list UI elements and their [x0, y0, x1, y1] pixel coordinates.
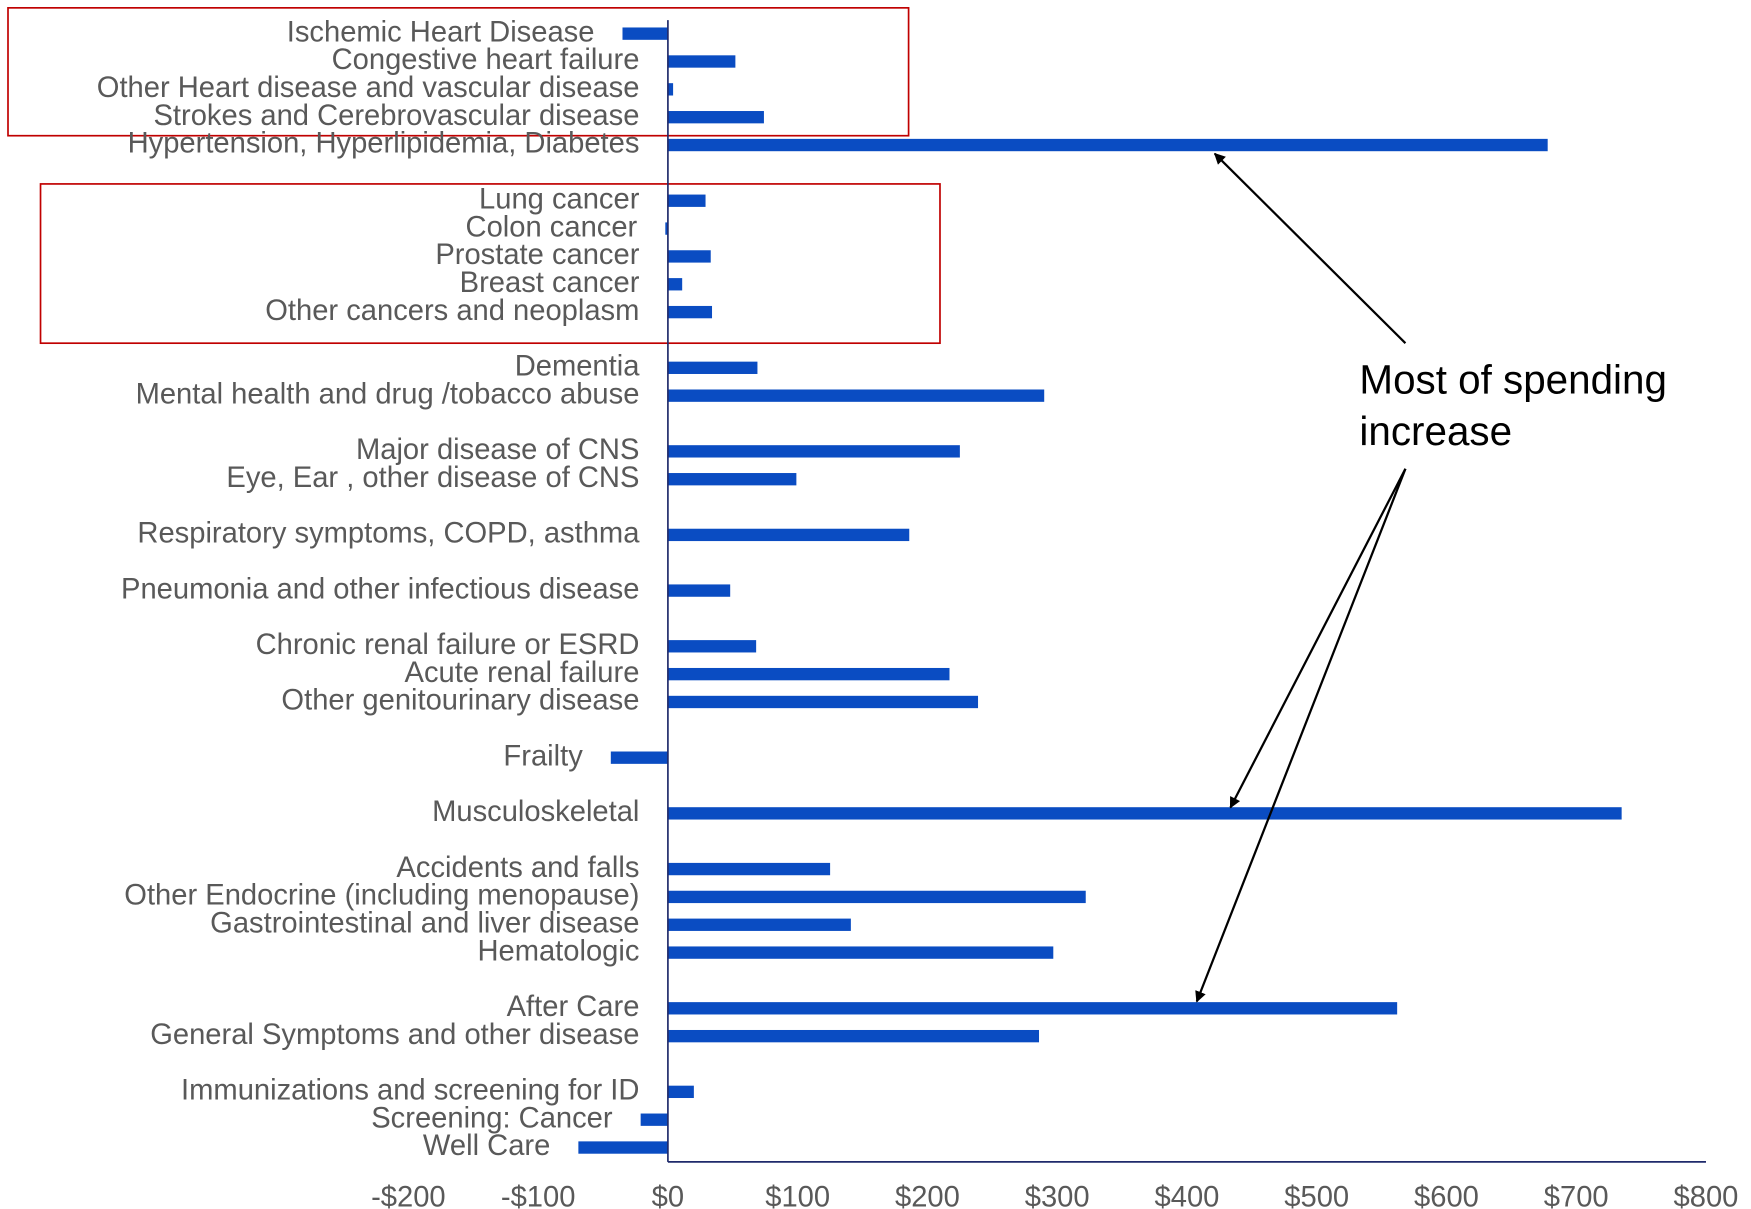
- y-tick-label: Mental health and drug /tobacco abuse: [136, 378, 640, 410]
- x-tick-label: -$100: [501, 1182, 576, 1209]
- y-tick-label: After Care: [507, 991, 640, 1023]
- bar: [667, 667, 950, 681]
- y-tick-label: General Symptoms and other disease: [150, 1019, 639, 1051]
- bar: [667, 584, 731, 597]
- bar: [667, 194, 706, 207]
- bar: [667, 445, 960, 458]
- arrow: [1229, 468, 1407, 809]
- x-tick-label: $600: [1414, 1182, 1479, 1209]
- bar: [667, 918, 851, 931]
- x-tick-label: $800: [1674, 1182, 1739, 1209]
- y-tick-label: Immunizations and screening for ID: [181, 1075, 639, 1107]
- y-tick-label: Pneumonia and other infectious disease: [121, 573, 639, 605]
- plot-area: -$200 -$100 $0 $100 $200 $300 $400 $500 $600 $700…: [97, 16, 1739, 1209]
- bar: [667, 695, 979, 709]
- y-tick-label: Accidents and falls: [396, 852, 639, 884]
- bar: [667, 528, 910, 542]
- y-tick-label: Respiratory symptoms, COPD, asthma: [137, 518, 640, 550]
- bar: [667, 946, 1054, 959]
- bar: [667, 55, 736, 68]
- annotation-box: Most of spending increase: [1359, 356, 1667, 455]
- y-tick-label: Prostate cancer: [435, 239, 639, 271]
- bar: [667, 138, 1548, 152]
- highlight-box: [7, 7, 910, 137]
- bar: [610, 751, 668, 764]
- annotation: Most of spending increase: [1359, 356, 1667, 455]
- x-tick-label: $200: [895, 1182, 960, 1209]
- bar: [665, 222, 668, 235]
- y-tick-label: Hypertension, Hyperlipidemia, Diabetes: [128, 128, 640, 160]
- y-tick-label: Eye, Ear , other disease of CNS: [226, 462, 639, 494]
- x-tick-label: $500: [1284, 1182, 1349, 1209]
- arrow: [1195, 468, 1407, 1003]
- y-tick-label: Other Heart disease and vascular disease: [97, 72, 640, 104]
- y-tick-label: Breast cancer: [460, 267, 640, 299]
- x-tick-label: $700: [1544, 1182, 1609, 1209]
- x-tick-label: $100: [765, 1182, 830, 1209]
- y-tick-label: Dementia: [515, 351, 641, 383]
- bar: [667, 862, 831, 876]
- bar: [667, 1029, 1040, 1043]
- y-tick-label: Congestive heart failure: [332, 44, 640, 76]
- y-tick-label: Frailty: [503, 740, 583, 772]
- arrow: [1213, 152, 1407, 344]
- y-tick-label: Chronic renal failure or ESRD: [256, 629, 640, 661]
- x-tick-label: -$200: [371, 1182, 446, 1209]
- y-tick-label: Screening: Cancer: [371, 1102, 613, 1134]
- y-tick-label: Musculoskeletal: [432, 796, 639, 828]
- bar: [667, 890, 1086, 904]
- bar: [667, 389, 1045, 402]
- bar: [667, 278, 683, 291]
- y-tick-label: Acute renal failure: [405, 657, 640, 689]
- bar: [667, 640, 757, 653]
- y-tick-label: Hematologic: [477, 935, 639, 967]
- y-tick-label: Strokes and Cerebrovascular disease: [153, 100, 639, 132]
- y-tick-label: Lung cancer: [479, 183, 640, 215]
- bar: [667, 1085, 694, 1099]
- bar: [578, 1141, 668, 1154]
- bar: [667, 1002, 1398, 1015]
- x-tick-label: $300: [1025, 1182, 1090, 1209]
- y-tick-label: Major disease of CNS: [356, 434, 639, 466]
- highlight-box: [39, 183, 941, 345]
- y-tick-label: Other Endocrine (including menopause): [124, 880, 639, 912]
- bar: [667, 473, 797, 486]
- y-tick-label: Well Care: [423, 1130, 550, 1162]
- y-tick-label: Colon cancer: [466, 211, 638, 243]
- bar: [667, 305, 713, 319]
- y-tick-label: Other genitourinary disease: [281, 685, 639, 717]
- bar: [667, 83, 674, 96]
- x-tick-label: $400: [1155, 1182, 1220, 1209]
- y-tick-label: Ischemic Heart Disease: [287, 16, 595, 48]
- bar: [667, 250, 711, 263]
- y-tick-label: Gastrointestinal and liver disease: [210, 907, 639, 939]
- x-tick-label: $0: [652, 1182, 684, 1209]
- bar: [667, 111, 764, 124]
- y-tick-label: Other cancers and neoplasm: [265, 295, 639, 327]
- bar: [667, 807, 1622, 820]
- bar: [622, 27, 668, 40]
- bar: [640, 1113, 668, 1126]
- bar: [667, 361, 758, 374]
